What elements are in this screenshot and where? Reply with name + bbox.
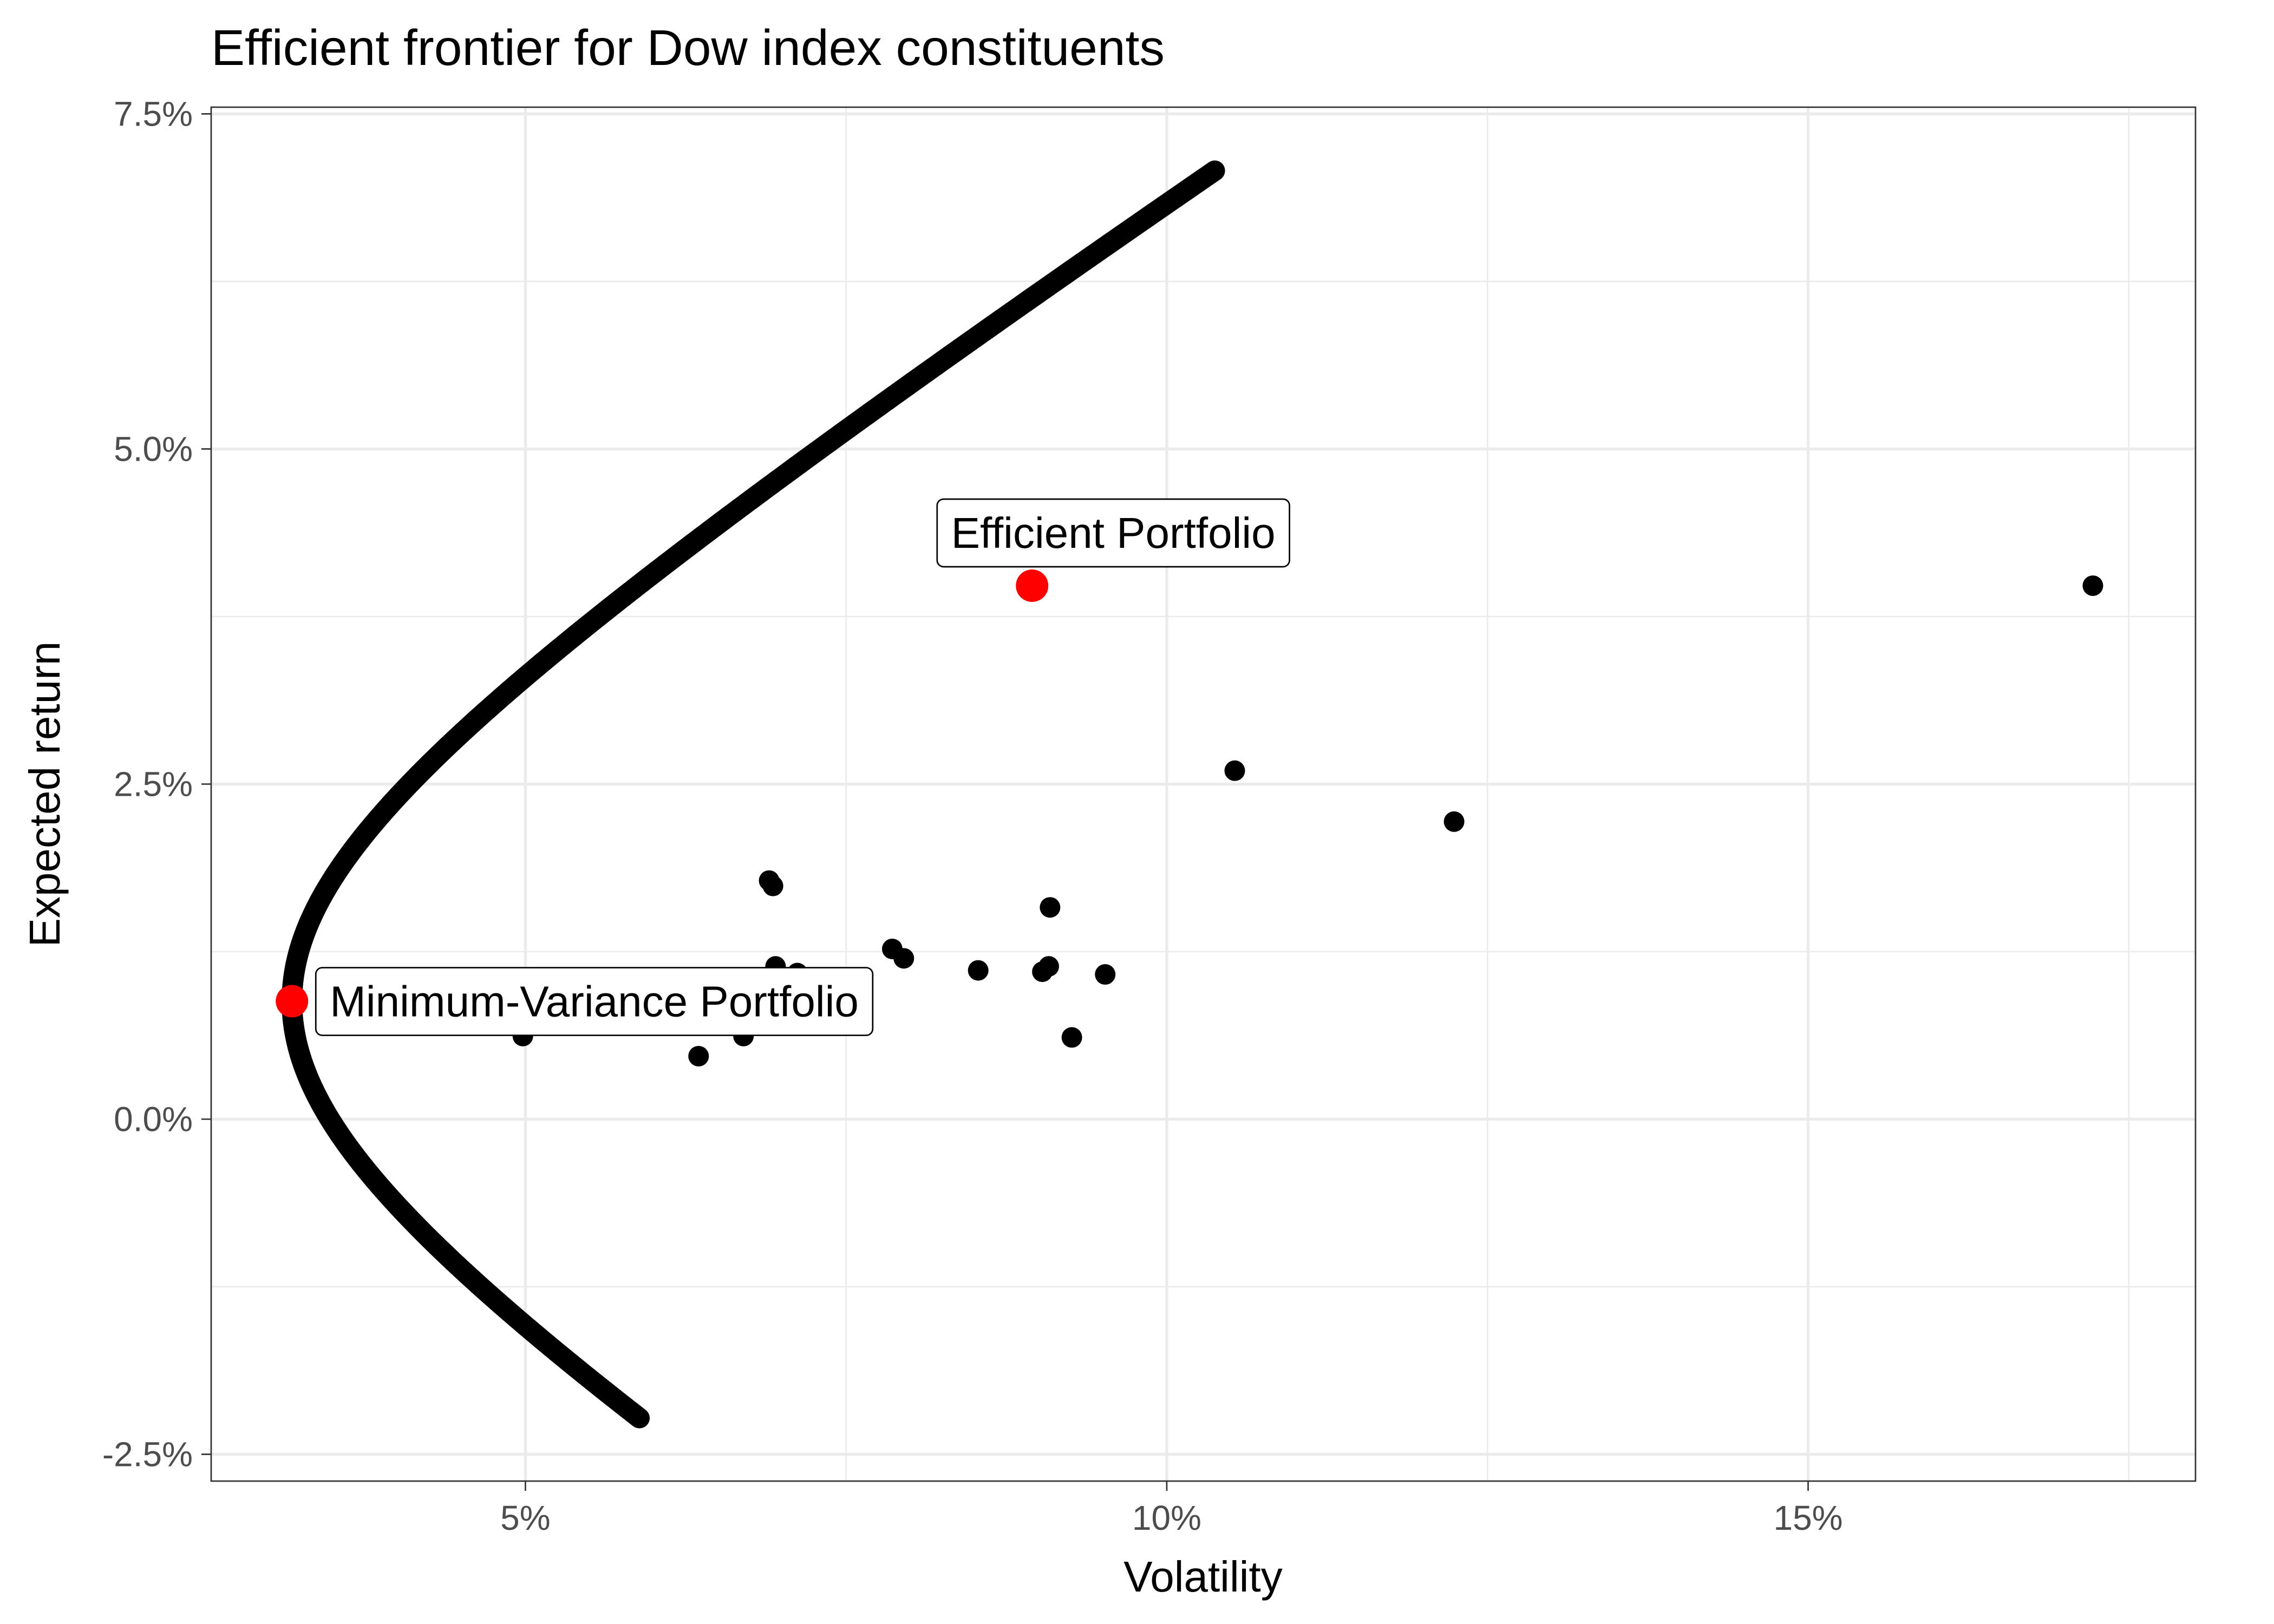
asset-point xyxy=(1224,760,1245,781)
x-axis-ticks: 5% 10% 15% xyxy=(500,1481,1843,1537)
highlighted-portfolios: Efficient Portfolio Minimum-Variance Port… xyxy=(276,498,1290,1036)
y-axis-ticks: -2.5% 0.0% 2.5% 5.0% 7.5% xyxy=(102,94,211,1474)
asset-point xyxy=(1040,897,1061,918)
highlighted-portfolio-point xyxy=(276,985,309,1018)
x-tick-label: 15% xyxy=(1773,1498,1842,1537)
grid-lines xyxy=(211,107,2195,1481)
x-tick-label: 5% xyxy=(500,1498,551,1537)
portfolio-label: Minimum-Variance Portfolio xyxy=(315,967,874,1036)
plot-panel-border xyxy=(210,106,2197,1482)
y-tick-label: 2.5% xyxy=(114,764,193,803)
y-tick-label: 0.0% xyxy=(114,1099,193,1138)
x-tick-label: 10% xyxy=(1132,1498,1201,1537)
asset-point xyxy=(1038,956,1060,977)
portfolio-label: Efficient Portfolio xyxy=(936,498,1290,568)
asset-point xyxy=(893,948,914,969)
y-tick-label: 7.5% xyxy=(114,94,193,133)
chart-title: Efficient frontier for Dow index constit… xyxy=(211,19,1165,76)
highlighted-portfolio-point xyxy=(1016,569,1049,602)
label-box xyxy=(315,967,874,1036)
asset-point xyxy=(968,960,989,981)
asset-point xyxy=(1095,964,1116,985)
asset-point xyxy=(1061,1027,1082,1048)
label-text: Efficient Portfolio xyxy=(951,509,1276,557)
frontier-point xyxy=(1204,160,1225,181)
y-tick-label: 5.0% xyxy=(114,429,193,468)
frontier-curve xyxy=(282,160,1225,1429)
asset-point xyxy=(762,875,783,896)
label-box xyxy=(936,498,1290,568)
asset-point xyxy=(688,1046,709,1067)
asset-point xyxy=(2082,575,2103,596)
label-text: Minimum-Variance Portfolio xyxy=(330,978,859,1026)
y-tick-label: -2.5% xyxy=(102,1435,193,1474)
x-axis-title: Volatility xyxy=(1123,1553,1282,1601)
asset-point xyxy=(1443,811,1465,832)
y-axis-title: Expected return xyxy=(21,641,69,947)
